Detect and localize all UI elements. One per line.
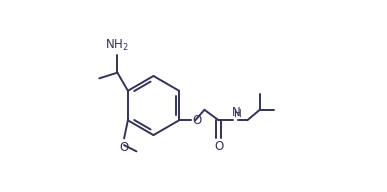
Text: O: O [120, 141, 129, 154]
Text: H: H [234, 109, 241, 119]
Text: NH$_2$: NH$_2$ [106, 38, 129, 53]
Text: N: N [232, 106, 241, 119]
Text: O: O [192, 114, 202, 127]
Text: O: O [214, 140, 223, 153]
